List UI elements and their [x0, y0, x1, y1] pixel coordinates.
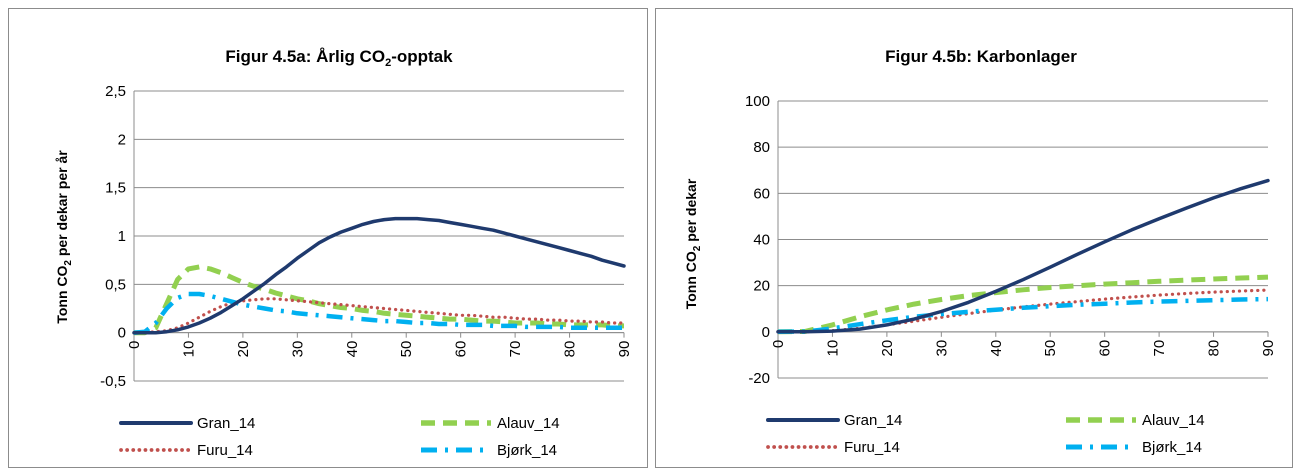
chart-b-y-tick-label: 60: [753, 185, 770, 202]
chart-b-y-tick-label: 100: [745, 93, 770, 110]
chart-b-series-line-furu_14: [776, 288, 1270, 334]
chart-a-x-tick-label: 40: [344, 341, 361, 358]
chart-a-y-tick-label: 1,5: [105, 180, 126, 197]
chart-a-y-tick-label: 2,5: [105, 83, 126, 100]
chart-b-y-tick-label: 20: [753, 278, 770, 295]
chart-b-svg: Figur 4.5b: Karbonlager Tonn CO2 per dek…: [683, 47, 1277, 456]
chart-b-x-tick-label: 70: [1151, 340, 1168, 357]
chart-a-series-line-gran_14: [132, 216, 626, 335]
chart-b-series-line-bjørk_14: [777, 296, 1269, 335]
chart-b-x-tick-label: 20: [879, 340, 896, 357]
chart-panel-b: Figur 4.5b: Karbonlager Tonn CO2 per dek…: [655, 8, 1293, 468]
chart-a-x-tick-label: 10: [180, 341, 197, 358]
chart-a-y-tick-label: 0: [118, 325, 126, 342]
chart-b-x-tick-label: 30: [933, 340, 950, 357]
chart-a-legend-label: Gran_14: [197, 415, 255, 432]
chart-b-title: Figur 4.5b: Karbonlager: [885, 47, 1077, 66]
chart-a-series-line-alauv_14: [134, 264, 624, 336]
chart-panel-a: Figur 4.5a: Årlig CO2-opptak Tonn CO2 pe…: [8, 8, 648, 468]
chart-a-svg: Figur 4.5a: Årlig CO2-opptak Tonn CO2 pe…: [54, 47, 633, 459]
chart-b-legend-label: Bjørk_14: [1142, 439, 1202, 456]
chart-a-series-line-bjørk_14: [133, 291, 624, 335]
chart-a-x-tick-label: 90: [616, 341, 633, 358]
chart-a-x-tick-label: 80: [562, 341, 579, 358]
chart-b-x-tick-label: 90: [1260, 340, 1277, 357]
chart-b-x-tick-label: 0: [770, 340, 787, 348]
chart-a-legend-label: Furu_14: [197, 442, 253, 459]
chart-b-legend-label: Gran_14: [844, 412, 902, 429]
chart-a-x-tick-label: 0: [126, 341, 143, 349]
chart-b-y-tick-label: 40: [753, 232, 770, 249]
chart-b-x-tick-label: 50: [1042, 340, 1059, 357]
chart-a-title: Figur 4.5a: Årlig CO2-opptak: [225, 47, 453, 69]
chart-b-y-axis-title: Tonn CO2 per dekar: [683, 178, 703, 309]
chart-a-y-tick-label: 2: [118, 131, 126, 148]
chart-a-y-tick-label: -0,5: [100, 373, 126, 390]
chart-b-x-tick-label: 60: [1097, 340, 1114, 357]
chart-a-x-tick-label: 50: [398, 341, 415, 358]
chart-b-y-tick-label: -20: [748, 370, 770, 387]
chart-b-x-tick-label: 10: [824, 340, 841, 357]
chart-a-legend-label: Alauv_14: [497, 415, 560, 432]
chart-a-x-tick-label: 20: [235, 341, 252, 358]
chart-a-x-tick-label: 30: [289, 341, 306, 358]
chart-a-x-tick-label: 60: [453, 341, 470, 358]
chart-a-x-tick-label: 70: [507, 341, 524, 358]
chart-b-y-tick-label: 80: [753, 139, 770, 156]
chart-a-series-line-furu_14: [132, 297, 626, 335]
chart-b-x-tick-label: 80: [1206, 340, 1223, 357]
chart-b-y-tick-label: 0: [762, 324, 770, 341]
chart-b-legend-label: Furu_14: [844, 439, 900, 456]
chart-b-x-tick-label: 40: [988, 340, 1005, 357]
chart-b-series-line-alauv_14: [777, 274, 1269, 335]
chart-a-legend-label: Bjørk_14: [497, 442, 557, 459]
chart-a-y-tick-label: 1: [118, 228, 126, 245]
chart-b-legend-label: Alauv_14: [1142, 412, 1205, 429]
chart-b-series-line-gran_14: [776, 178, 1270, 334]
chart-a-y-tick-label: 0,5: [105, 276, 126, 293]
chart-a-y-axis-title: Tonn CO2 per dekar per år: [54, 150, 74, 324]
